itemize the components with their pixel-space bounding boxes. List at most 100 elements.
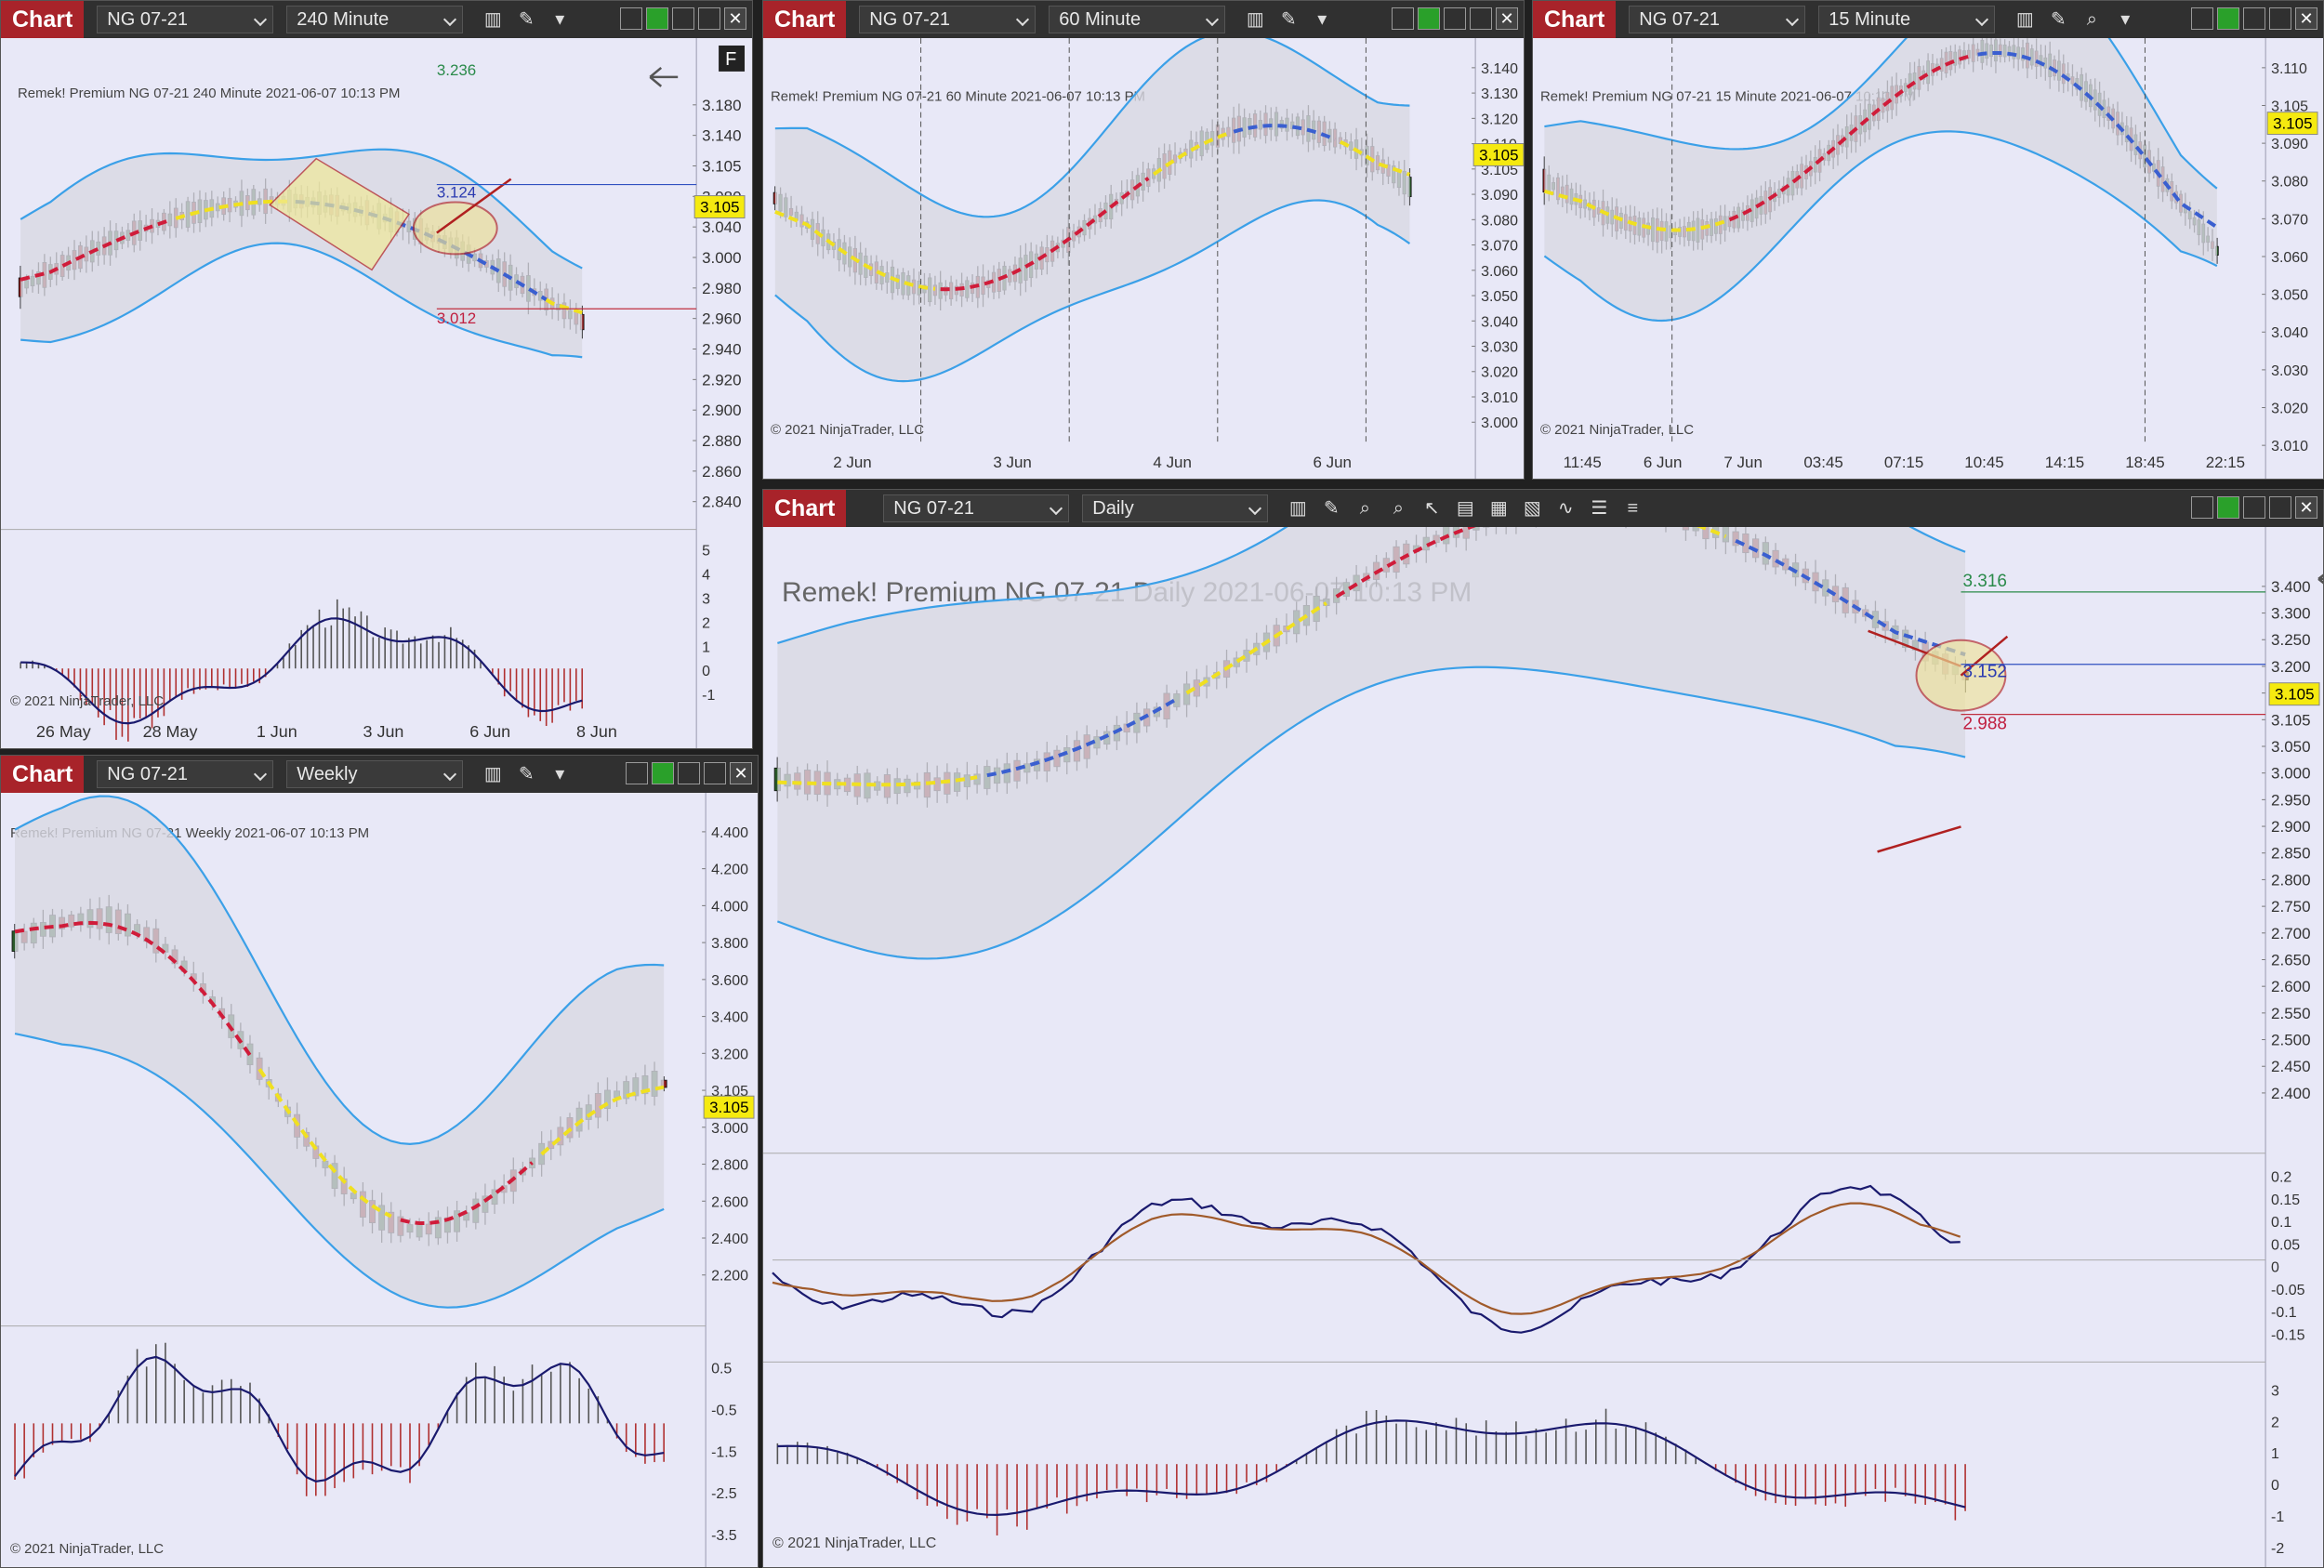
list-icon[interactable]: ≡ xyxy=(1627,498,1639,519)
minimize-button[interactable] xyxy=(678,762,700,784)
price-axis-label: 3.120 xyxy=(1481,112,1518,127)
trend-midline xyxy=(1977,50,2218,230)
trend-midline xyxy=(1185,601,1327,695)
price-axis-label: 3.180 xyxy=(702,97,741,114)
templates-icon[interactable]: ▦ xyxy=(1489,498,1508,519)
interval-selector[interactable]: 15 Minute xyxy=(1818,6,1996,33)
interval-selector[interactable]: Weekly xyxy=(286,760,464,788)
maximize-button[interactable] xyxy=(698,7,720,30)
drawing-tool-icon[interactable]: ✎ xyxy=(1323,498,1340,519)
date-axis-label: 8 Jun xyxy=(576,722,617,741)
chart-panel-60min[interactable]: 3.1403.1303.1203.1103.1053.0903.0803.070… xyxy=(763,38,1524,479)
bar-type-icon[interactable]: ▥ xyxy=(1288,498,1307,519)
chart-panel-daily[interactable]: 3.4003.3003.2503.2003.1503.1053.0503.000… xyxy=(763,527,2323,1567)
bar-type-icon[interactable]: ▥ xyxy=(483,764,502,784)
close-button[interactable]: ✕ xyxy=(724,7,746,30)
date-axis-label: 28 May xyxy=(143,722,198,741)
minimize-button[interactable] xyxy=(2243,7,2265,30)
trend-midline xyxy=(1728,53,1974,222)
oscillator-axis-label: 3 xyxy=(702,591,710,607)
bar-type-icon[interactable]: ▥ xyxy=(2015,9,2034,30)
indicators-icon[interactable]: ▧ xyxy=(1523,498,1541,519)
interval-selector[interactable]: 60 Minute xyxy=(1049,6,1226,33)
minimize-button[interactable] xyxy=(2243,496,2265,519)
date-axis-label: 11:45 xyxy=(1564,454,1602,471)
price-axis-label: 3.200 xyxy=(2271,658,2310,676)
oscillator-line xyxy=(20,617,583,725)
pointer-icon[interactable]: ↖ xyxy=(1423,498,1440,519)
zoom-in-icon[interactable]: ⌕ xyxy=(1359,498,1370,519)
data-box-icon[interactable]: ▤ xyxy=(1456,498,1474,519)
instrument-selector[interactable]: NG 07-21 xyxy=(883,494,1070,522)
oscillator-axis-label: -0.05 xyxy=(2271,1283,2305,1298)
close-button[interactable]: ✕ xyxy=(2295,7,2317,30)
maximize-button[interactable] xyxy=(704,762,726,784)
window-color-button[interactable] xyxy=(2217,496,2239,519)
date-axis-label: 03:45 xyxy=(1803,454,1842,471)
oscillator-axis-label: 0.1 xyxy=(2271,1215,2291,1231)
back-arrow-icon xyxy=(2317,573,2323,585)
maximize-button[interactable] xyxy=(2269,496,2291,519)
drawing-tool-icon[interactable]: ✎ xyxy=(518,9,535,30)
dropdown-icon[interactable]: ▾ xyxy=(2120,9,2131,30)
last-price-tag xyxy=(693,195,746,218)
oscillator-axis-label: -2 xyxy=(2271,1541,2284,1557)
breakout-ellipse xyxy=(412,201,498,256)
price-axis-label: 3.050 xyxy=(2271,288,2308,304)
dropdown-icon[interactable]: ▾ xyxy=(555,9,565,30)
price-axis-label: 2.920 xyxy=(702,371,741,389)
chart-panel-15min[interactable]: 3.110 3.105 3.090 3.080 3.070 3.060 3.050 3.040… xyxy=(1533,38,2323,479)
instrument-selector[interactable]: NG 07-21 xyxy=(859,6,1037,33)
bar-type-icon[interactable]: ▥ xyxy=(483,9,502,30)
maximize-button[interactable] xyxy=(1470,7,1492,30)
price-axis-label: 3.080 xyxy=(1481,213,1518,229)
zoom-icon[interactable]: ⌕ xyxy=(2086,9,2097,30)
zoom-out-icon[interactable]: ⌕ xyxy=(1393,498,1404,519)
interval-selector[interactable]: 240 Minute xyxy=(286,6,464,33)
bar-type-icon[interactable]: ▥ xyxy=(1246,9,1264,30)
price-axis-label: 2.960 xyxy=(702,310,741,328)
dropdown-icon[interactable]: ▾ xyxy=(555,764,565,784)
minimize-button[interactable] xyxy=(672,7,694,30)
close-button[interactable]: ✕ xyxy=(2295,496,2317,519)
price-axis-label: 3.110 xyxy=(2271,61,2307,77)
trendline-lower xyxy=(1877,825,1961,853)
dropdown-icon[interactable]: ▾ xyxy=(1317,9,1327,30)
oscillator-axis-label: 0 xyxy=(2271,1478,2279,1494)
bollinger-lower-band xyxy=(20,242,583,359)
window-color-button[interactable] xyxy=(652,762,674,784)
window-link-button[interactable] xyxy=(2191,7,2213,30)
last-price-text: 3.105 xyxy=(700,199,739,217)
window-color-button[interactable] xyxy=(2217,7,2239,30)
oscillator-axis-label: -1 xyxy=(2271,1509,2284,1525)
drawing-tool-icon[interactable]: ✎ xyxy=(2050,9,2067,30)
target-arrow xyxy=(436,178,512,234)
oscillator-axis-label: 0.2 xyxy=(2271,1170,2291,1186)
price-axis-label: 2.600 xyxy=(2271,978,2310,995)
strategies-icon[interactable]: ∿ xyxy=(1557,498,1574,519)
price-axis-label: 3.070 xyxy=(1481,239,1518,255)
instrument-selector[interactable]: NG 07-21 xyxy=(97,760,274,788)
interval-selector[interactable]: Daily xyxy=(1082,494,1269,522)
close-button[interactable]: ✕ xyxy=(730,762,752,784)
minimize-button[interactable] xyxy=(1444,7,1466,30)
chart-panel-weekly[interactable]: 4.400 4.200 4.000 3.800 3.600 3.400 3.200 3.105… xyxy=(1,793,758,1567)
window-link-button[interactable] xyxy=(1392,7,1414,30)
drawing-tool-icon[interactable]: ✎ xyxy=(1280,9,1297,30)
instrument-selector[interactable]: NG 07-21 xyxy=(97,6,274,33)
trend-midline xyxy=(400,1161,534,1226)
price-axis-label: 3.030 xyxy=(1481,340,1518,356)
window-link-button[interactable] xyxy=(626,762,648,784)
window-link-button[interactable] xyxy=(2191,496,2213,519)
window-color-button[interactable] xyxy=(1418,7,1440,30)
close-button[interactable]: ✕ xyxy=(1496,7,1518,30)
drawing-tool-icon[interactable]: ✎ xyxy=(518,764,535,784)
maximize-button[interactable] xyxy=(2269,7,2291,30)
chart-toolbar: Chart NG 07-21 60 Minute ▥ ✎ ▾ ✕ xyxy=(763,1,1524,38)
window-link-button[interactable] xyxy=(620,7,642,30)
properties-icon[interactable]: ☰ xyxy=(1591,498,1608,519)
instrument-selector[interactable]: NG 07-21 xyxy=(1629,6,1806,33)
last-price-text: 3.105 xyxy=(709,1099,748,1116)
chart-panel-240min[interactable]: 3.1803.1403.1053.0803.0403.0002.9802.960… xyxy=(1,38,752,748)
window-color-button[interactable] xyxy=(646,7,668,30)
